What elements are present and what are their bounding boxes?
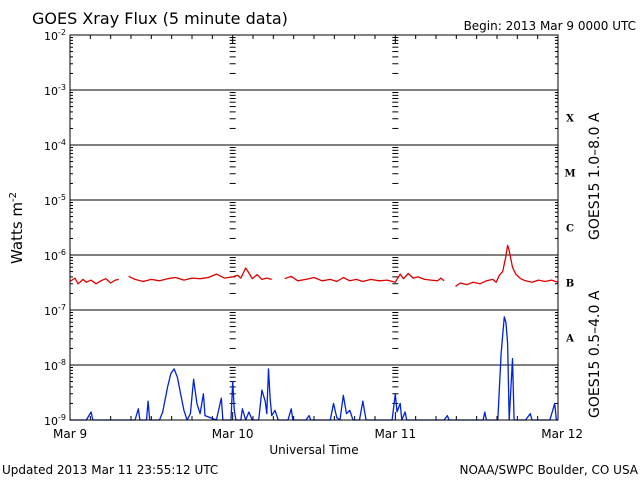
y-tick-label-base: 10 xyxy=(44,360,58,373)
y-tick-label-sup: -8 xyxy=(58,358,66,367)
credit-label: NOAA/SWPC Boulder, CO USA xyxy=(460,463,639,477)
day-tick-marks xyxy=(229,37,399,421)
x-tick-label: Mar 12 xyxy=(541,427,583,441)
updated-timestamp: Updated 2013 Mar 11 23:55:12 UTC xyxy=(2,463,218,477)
series-line-long xyxy=(69,244,559,287)
y-tick-label-base: 10 xyxy=(44,305,58,318)
y-tick-label: 10-4 xyxy=(44,138,66,153)
y-axis-label-base: Watts m xyxy=(8,202,26,264)
flare-class-m: M xyxy=(564,169,575,180)
legend-series-long: GOES15 1.0–8.0 A xyxy=(587,112,603,240)
chart-title: GOES Xray Flux (5 minute data) xyxy=(32,9,288,28)
x-tick-label: Mar 9 xyxy=(53,427,87,441)
y-axis-ticks: 10-910-810-710-610-510-410-310-2 xyxy=(44,28,558,428)
y-axis-label-sup: -2 xyxy=(8,192,19,202)
y-tick-label: 10-3 xyxy=(44,83,66,98)
y-tick-label-base: 10 xyxy=(44,250,58,263)
y-tick-label-sup: -6 xyxy=(58,248,66,257)
y-tick-label-base: 10 xyxy=(44,85,58,98)
plot-frame xyxy=(69,34,559,421)
x-tick-label: Mar 10 xyxy=(212,427,254,441)
y-tick-label-sup: -5 xyxy=(58,193,66,202)
x-tick-label: Mar 11 xyxy=(374,427,416,441)
y-axis-label: Watts m-2 xyxy=(8,192,26,264)
data-series xyxy=(69,244,559,421)
y-tick-label: 10-5 xyxy=(44,193,66,208)
x-axis-label: Universal Time xyxy=(269,443,358,457)
y-tick-label: 10-6 xyxy=(44,248,66,263)
y-tick-label: 10-8 xyxy=(44,358,66,373)
flare-class-c: C xyxy=(566,224,574,235)
y-tick-label-base: 10 xyxy=(44,415,58,428)
grid-lines xyxy=(70,34,558,421)
y-tick-label-sup: -2 xyxy=(58,28,66,37)
y-tick-label: 10-9 xyxy=(44,413,66,428)
y-tick-label-base: 10 xyxy=(44,30,58,43)
y-tick-label-sup: -3 xyxy=(58,83,66,92)
y-tick-label-base: 10 xyxy=(44,140,58,153)
y-tick-label: 10-7 xyxy=(44,303,66,318)
legend-series-short: GOES15 0.5–4.0 A xyxy=(587,290,603,418)
y-tick-label-sup: -7 xyxy=(58,303,66,312)
flare-class-b: B xyxy=(566,279,574,290)
y-tick-label: 10-2 xyxy=(44,28,66,43)
x-axis-ticks: Mar 9 Mar 10 Mar 11 Mar 12 xyxy=(53,35,583,441)
flare-class-a: A xyxy=(565,334,574,345)
y-tick-label-sup: -4 xyxy=(58,138,66,147)
y-tick-label-base: 10 xyxy=(44,195,58,208)
flare-class-labels: A B C M X xyxy=(564,114,575,345)
begin-time: Begin: 2013 Mar 9 0000 UTC xyxy=(464,19,636,33)
series-line-short xyxy=(70,316,558,421)
flare-class-x: X xyxy=(566,114,574,125)
y-tick-label-sup: -9 xyxy=(58,413,66,422)
